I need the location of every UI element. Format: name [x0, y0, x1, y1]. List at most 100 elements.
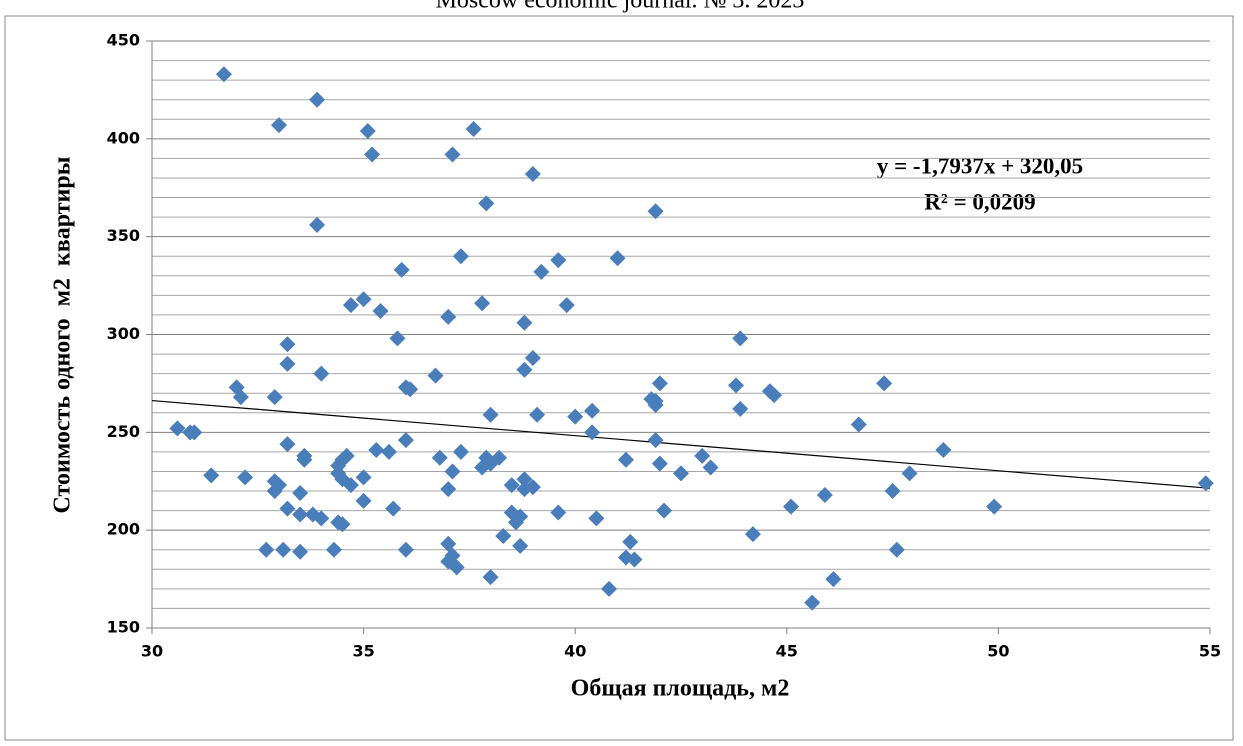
point: [524, 349, 541, 366]
y-tick-label: 200: [107, 520, 140, 539]
point: [609, 250, 626, 267]
point: [825, 571, 842, 588]
point: [888, 541, 905, 558]
point: [850, 416, 867, 433]
point: [325, 541, 342, 558]
point: [389, 330, 406, 347]
point: [512, 537, 529, 554]
point: [380, 443, 397, 460]
point: [524, 479, 541, 496]
trend-r2: R² = 0,0209: [924, 189, 1035, 214]
point: [292, 543, 309, 560]
point: [440, 481, 457, 498]
point: [186, 424, 203, 441]
point: [444, 463, 461, 480]
point: [766, 387, 783, 404]
point: [482, 406, 499, 423]
y-tick-label: 300: [107, 324, 140, 343]
point: [495, 528, 512, 545]
x-tick-label: 45: [776, 642, 798, 661]
point: [584, 402, 601, 419]
point: [448, 559, 465, 576]
point: [309, 91, 326, 108]
point: [516, 314, 533, 331]
point: [901, 465, 918, 482]
point: [342, 477, 359, 494]
x-axis-label: Общая площадь, м2: [571, 676, 790, 702]
point: [393, 261, 410, 278]
point: [452, 248, 469, 265]
point: [334, 516, 351, 533]
point: [651, 375, 668, 392]
y-axis-label: Стоимость одного м2 квартиры: [50, 156, 76, 513]
point: [524, 166, 541, 183]
point: [355, 291, 372, 308]
point: [309, 216, 326, 233]
point: [651, 455, 668, 472]
point: [1197, 475, 1214, 492]
point: [266, 389, 283, 406]
point: [647, 396, 664, 413]
point: [728, 377, 745, 394]
point: [601, 580, 618, 597]
point: [275, 541, 292, 558]
point: [270, 117, 287, 134]
point: [656, 502, 673, 519]
point: [550, 252, 567, 269]
point: [364, 146, 381, 163]
point: [474, 459, 491, 476]
point: [512, 508, 529, 525]
point: [237, 469, 254, 486]
point: [550, 504, 567, 521]
page-header: Moscow economic journal. № 3. 2023: [436, 0, 805, 14]
point: [355, 469, 372, 486]
point: [804, 594, 821, 611]
x-tick-label: 35: [352, 642, 374, 661]
y-tick-label: 400: [107, 128, 140, 147]
point: [313, 510, 330, 527]
x-tick-label: 30: [141, 642, 163, 661]
point: [588, 510, 605, 527]
point: [533, 263, 550, 280]
y-tick-label: 450: [107, 31, 140, 50]
point: [258, 541, 275, 558]
point: [884, 483, 901, 500]
y-tick-label: 250: [107, 422, 140, 441]
point: [647, 203, 664, 220]
point: [732, 330, 749, 347]
point: [313, 365, 330, 382]
point: [355, 492, 372, 509]
point: [427, 367, 444, 384]
point: [203, 467, 220, 484]
point: [622, 533, 639, 550]
point: [567, 408, 584, 425]
y-tick-label: 150: [107, 618, 140, 637]
point: [279, 500, 296, 517]
point: [516, 471, 533, 488]
point: [503, 477, 520, 494]
point: [986, 498, 1003, 515]
point: [372, 303, 389, 320]
point: [584, 424, 601, 441]
chart-frame: [4, 15, 1234, 741]
point: [292, 484, 309, 501]
point: [385, 500, 402, 517]
point: [452, 443, 469, 460]
point: [431, 449, 448, 466]
point: [440, 308, 457, 325]
x-tick-label: 50: [987, 642, 1009, 661]
point: [266, 483, 283, 500]
point: [465, 121, 482, 138]
point: [474, 295, 491, 312]
point: [169, 420, 186, 437]
point: [232, 389, 249, 406]
point: [342, 297, 359, 314]
point: [529, 406, 546, 423]
point: [702, 459, 719, 476]
point: [279, 355, 296, 372]
point: [558, 297, 575, 314]
point: [816, 486, 833, 503]
point: [732, 400, 749, 417]
point: [397, 432, 414, 449]
